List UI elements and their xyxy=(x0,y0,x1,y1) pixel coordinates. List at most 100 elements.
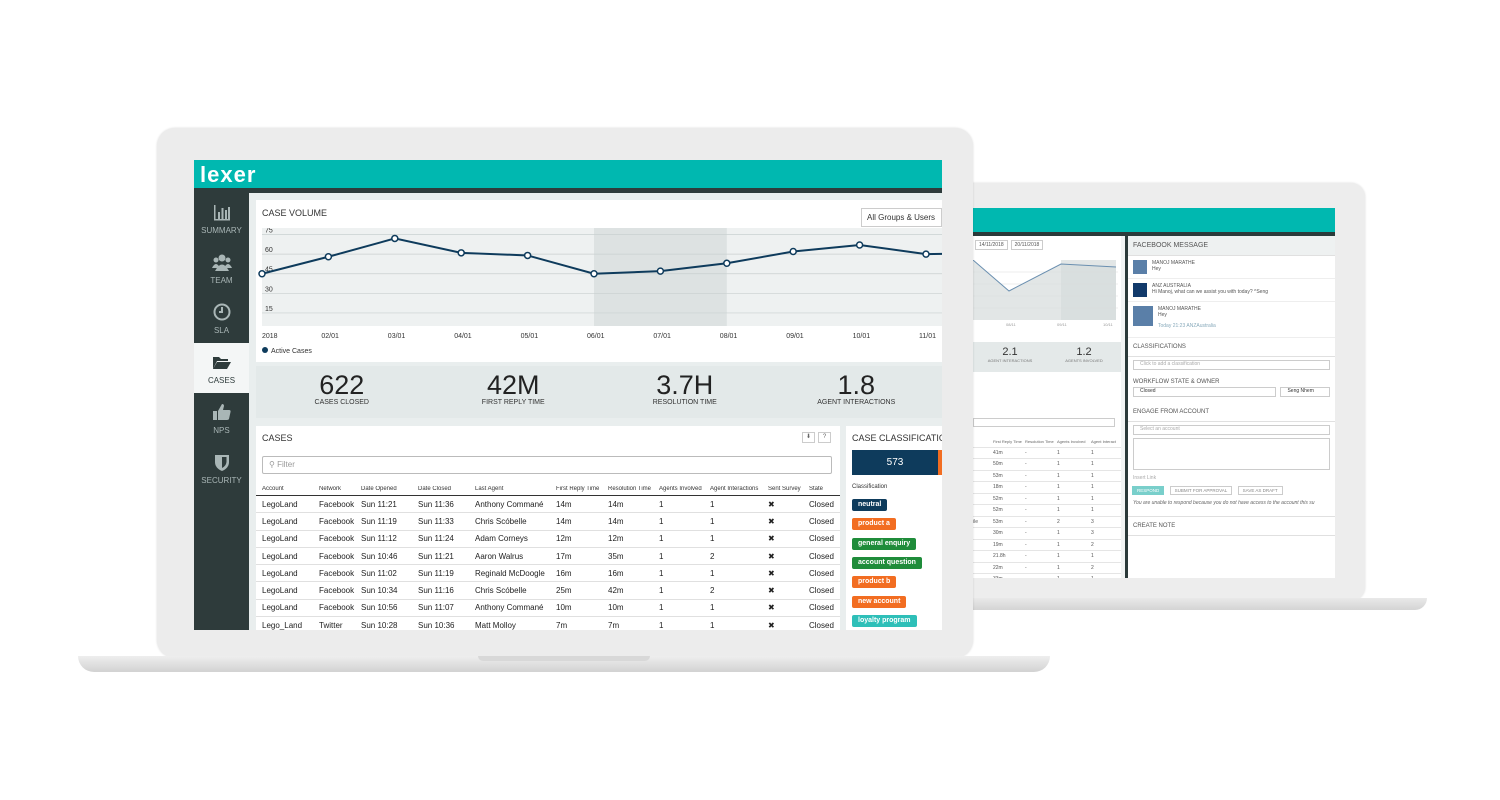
table-cell: Closed xyxy=(809,603,834,613)
sidebar-item-security[interactable]: SECURITY xyxy=(194,443,249,493)
back-table-cell: - xyxy=(1025,576,1057,578)
back-table-row[interactable]: 30m - 1 3 xyxy=(973,528,1121,540)
table-row[interactable]: LegoLand Facebook Sun 11:21 Sun 11:36 Anthon… xyxy=(256,496,840,514)
table-cell: Reginald McDoogle xyxy=(475,568,545,578)
back-table-row[interactable]: 53m - 1 1 xyxy=(973,471,1121,482)
filter-input[interactable]: ⚲ Filter xyxy=(262,456,832,474)
back-table-row[interactable]: 18m - 1 1 xyxy=(973,482,1121,494)
back-table-cell: 21.8h xyxy=(993,553,1006,560)
classification-subheader: Classification xyxy=(852,484,888,490)
back-table-cell: 1 xyxy=(1057,553,1060,560)
column-header[interactable]: Date Closed xyxy=(418,486,452,492)
column-header[interactable]: State xyxy=(809,486,824,492)
classification-tag[interactable]: general enquiry xyxy=(852,537,917,550)
back-table-cell: 22m xyxy=(993,564,1003,571)
column-header[interactable]: Sent Survey xyxy=(768,486,801,492)
column-header[interactable]: Date Opened xyxy=(361,486,397,492)
table-cell: Closed xyxy=(809,551,834,561)
save-draft-button[interactable]: SAVE AS DRAFT xyxy=(1237,486,1283,495)
group-select[interactable]: All Groups & Users xyxy=(861,208,942,227)
table-row[interactable]: LegoLand Facebook Sun 11:19 Sun 11:33 Chris … xyxy=(256,513,840,531)
sidebar-item-team[interactable]: TEAM xyxy=(194,243,249,293)
column-header[interactable]: Account xyxy=(262,486,284,492)
column-header[interactable]: Network xyxy=(319,486,342,492)
back-table-row[interactable]: 50m - 1 1 xyxy=(973,459,1121,471)
back-filter-input[interactable] xyxy=(973,418,1115,427)
data-point xyxy=(922,250,930,258)
back-table-cell: 1 xyxy=(1091,461,1094,468)
date-input-end[interactable]: 20/11/2018 xyxy=(1010,240,1044,250)
case-classification-card: CASE CLASSIFICATION 573 Classification n… xyxy=(846,426,942,630)
table-cell: Sun 11:21 xyxy=(418,551,454,561)
back-table-row[interactable]: 22m - 1 2 xyxy=(973,563,1121,574)
engage-account-select[interactable]: Select an account xyxy=(1133,425,1330,435)
respond-button[interactable]: RESPOND xyxy=(1132,486,1165,495)
sidebar-item-nps[interactable]: NPS xyxy=(194,393,249,443)
reply-textarea[interactable] xyxy=(1133,438,1330,470)
table-row[interactable]: LegoLand Facebook Sun 10:34 Sun 11:16 Chris … xyxy=(256,582,840,600)
table-cell: LegoLand xyxy=(262,568,298,578)
insert-link[interactable]: Insert Link xyxy=(1133,475,1157,481)
classification-bar-segment[interactable]: 573 xyxy=(852,450,938,475)
back-table-row[interactable]: 19m - 1 2 xyxy=(973,540,1121,551)
sidebar-item-cases[interactable]: CASES xyxy=(194,343,249,393)
sidebar-item-sla[interactable]: SLA xyxy=(194,293,249,343)
workflow-owner-select[interactable]: Seng Nhem xyxy=(1280,387,1330,397)
kpi-label: RESOLUTION TIME xyxy=(652,399,717,406)
back-table-row[interactable]: ile 53m - 2 3 xyxy=(973,517,1121,528)
classification-tag[interactable]: product b xyxy=(852,576,897,589)
back-table-row[interactable]: 52m - 1 1 xyxy=(973,494,1121,505)
classification-bar-segment[interactable] xyxy=(938,450,942,475)
column-header[interactable]: Agent Interactions xyxy=(710,486,759,492)
table-row[interactable]: LegoLand Facebook Sun 10:56 Sun 11:07 Anthon… xyxy=(256,600,840,618)
facebook-message-panel: FACEBOOK MESSAGE MANOJ MARATHE Hey ANZ AU… xyxy=(1125,236,1335,578)
x-tick-label: 06/01 xyxy=(587,333,605,340)
kpi-value: 42M xyxy=(486,370,540,400)
table-row[interactable]: LegoLand Facebook Sun 10:46 Sun 11:21 Aaron … xyxy=(256,548,840,566)
classification-tag[interactable]: new account xyxy=(852,595,907,608)
column-header[interactable]: Resolution Time xyxy=(608,486,652,492)
fb-message[interactable]: MANOJ MARATHE Hey Today 21:23 ANZAustralia xyxy=(1128,302,1335,338)
sidebar-item-summary[interactable]: SUMMARY xyxy=(194,193,249,243)
column-header[interactable]: Agents Involved xyxy=(659,486,702,492)
back-table-cell: 1 xyxy=(1091,495,1094,502)
back-col-header: Agents Involved xyxy=(1057,438,1086,444)
back-table-row[interactable]: 21.8h - 1 1 xyxy=(973,551,1121,563)
classification-tag[interactable]: product a xyxy=(852,518,896,531)
classification-tag[interactable]: loyalty program xyxy=(852,614,917,627)
date-input-start[interactable]: 14/11/2018 xyxy=(975,240,1008,250)
classification-tag[interactable]: neutral xyxy=(852,499,888,511)
classification-input[interactable]: Click to add a classification xyxy=(1133,360,1330,370)
survey-cross-icon: ✖ xyxy=(768,603,775,613)
x-tick-label: 04/01 xyxy=(454,333,472,340)
help-icon[interactable]: ? xyxy=(818,432,831,443)
table-cell: 2 xyxy=(710,551,715,561)
table-cell: 1 xyxy=(659,568,664,578)
column-header[interactable]: Last Agent xyxy=(475,486,504,492)
case-volume-chart: 75 60 45 30 15 2018 02/01 03/01 04/01 05/01 06/01 0… xyxy=(258,228,942,340)
sidebar-item-label: SECURITY xyxy=(201,475,242,485)
table-cell: Closed xyxy=(809,586,834,596)
table-row[interactable]: LegoLand Facebook Sun 11:02 Sun 11:19 Regina… xyxy=(256,565,840,583)
column-header[interactable]: First Reply Time xyxy=(556,486,600,492)
fb-message[interactable]: ANZ AUSTRALIA Hi Manoj, what can we assis… xyxy=(1128,279,1335,302)
download-icon[interactable]: ⬇ xyxy=(802,432,815,443)
back-table-row[interactable]: 52m - 1 1 xyxy=(973,505,1121,517)
workflow-state-select[interactable]: Closed xyxy=(1133,387,1277,397)
thumbs-up-icon xyxy=(212,403,231,420)
back-table-cell: 1 xyxy=(1091,576,1121,578)
table-row[interactable]: LegoLand Facebook Sun 11:12 Sun 11:24 Adam C… xyxy=(256,531,840,548)
lexer-logo[interactable]: lexer xyxy=(200,162,257,187)
submit-approval-button[interactable]: SUBMIT FOR APPROVAL xyxy=(1169,486,1233,495)
back-table-cell: - xyxy=(1025,472,1027,479)
avatar xyxy=(1133,306,1153,326)
table-row[interactable]: Lego_Land Twitter Sun 10:28 Sun 10:36 Matt M… xyxy=(256,617,840,630)
fb-panel-title: FACEBOOK MESSAGE xyxy=(1128,236,1335,256)
classification-tag[interactable]: account question xyxy=(852,556,922,569)
fb-message[interactable]: MANOJ MARATHE Hey xyxy=(1128,256,1335,279)
survey-cross-icon: ✖ xyxy=(768,586,775,596)
table-cell: 1 xyxy=(659,551,664,561)
back-table-row[interactable]: 33m-11 xyxy=(973,574,1121,578)
back-table-cell: 3 xyxy=(1091,530,1094,537)
back-table-row[interactable]: 41m - 1 1 xyxy=(973,448,1121,459)
